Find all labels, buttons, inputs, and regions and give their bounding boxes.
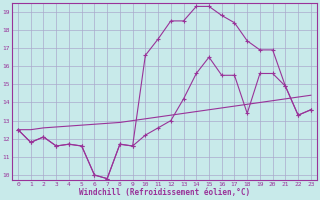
X-axis label: Windchill (Refroidissement éolien,°C): Windchill (Refroidissement éolien,°C) xyxy=(79,188,250,197)
